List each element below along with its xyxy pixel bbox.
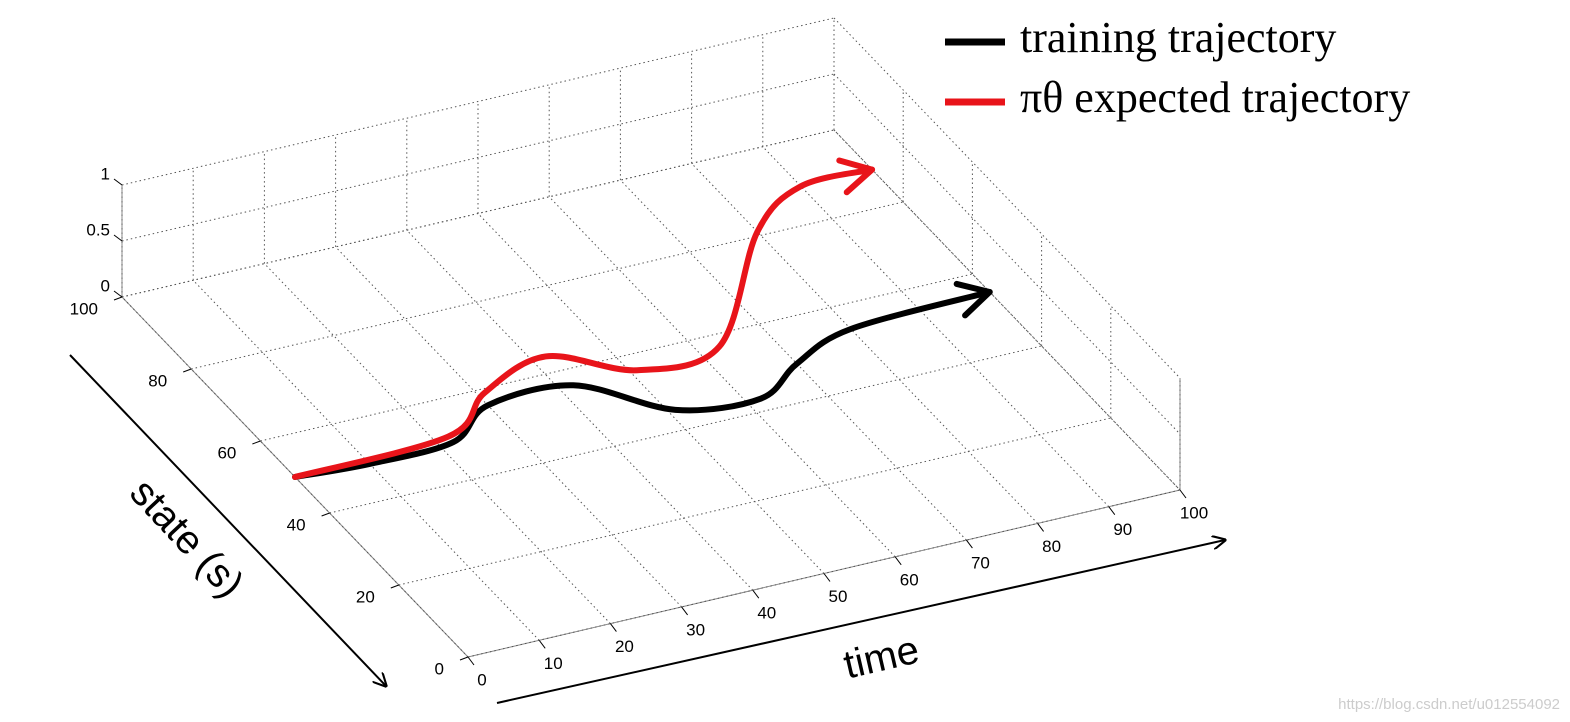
z-tick: [113, 290, 123, 298]
x-tick-label: 0: [477, 670, 486, 689]
x-tick: [467, 656, 475, 666]
y-tick-label: 60: [217, 443, 236, 462]
x-tick: [538, 639, 546, 649]
grid-line: [762, 146, 1110, 508]
y-tick: [183, 368, 192, 373]
trajectory-line: [292, 166, 876, 480]
grid-line: [329, 345, 1042, 514]
x-tick-label: 60: [900, 570, 919, 589]
grid-line: [833, 17, 1181, 379]
x-tick: [1179, 489, 1187, 499]
x-tick: [1108, 506, 1116, 516]
x-tick-label: 50: [829, 587, 848, 606]
x-tick: [966, 539, 973, 549]
x-tick-label: 40: [757, 604, 776, 623]
y-tick: [459, 656, 469, 661]
grid-line: [260, 273, 973, 442]
legend-label: πθ expected trajectory: [1020, 73, 1410, 122]
grid-line: [191, 201, 904, 370]
x-tick: [894, 556, 902, 566]
grid-line: [121, 73, 835, 242]
x-tick: [681, 606, 688, 616]
y-tick: [390, 584, 399, 589]
grid-line: [467, 489, 1181, 658]
y-tick-label: 20: [356, 587, 375, 606]
x-tick: [823, 573, 831, 582]
x-axis-label: time: [840, 628, 924, 688]
z-tick-label: 0.5: [86, 220, 110, 239]
x-tick-label: 10: [544, 654, 563, 673]
x-tick: [752, 589, 760, 599]
y-tick-label: 80: [148, 371, 167, 390]
y-tick-label: 0: [435, 659, 444, 678]
grid-line: [620, 179, 967, 541]
x-tick-label: 20: [615, 637, 634, 656]
arrowhead: [953, 280, 993, 319]
y-tick-label: 40: [287, 515, 306, 534]
y-tick-label: 100: [70, 299, 98, 318]
x-tick: [1037, 523, 1044, 532]
y-tick: [113, 296, 123, 301]
x-tick: [610, 623, 617, 632]
time-arrow: [496, 540, 1225, 704]
z-tick-label: 0: [101, 276, 110, 295]
grid-line: [398, 417, 1111, 586]
x-tick-label: 80: [1042, 537, 1061, 556]
z-tick: [113, 178, 123, 186]
x-tick-label: 30: [686, 620, 705, 639]
z-tick: [113, 234, 123, 242]
z-tick-label: 1: [101, 164, 110, 183]
legend-label: training trajectory: [1020, 13, 1336, 62]
grid-line: [833, 73, 1181, 435]
x-tick-label: 100: [1180, 503, 1208, 522]
x-tick-label: 70: [971, 554, 990, 573]
state-arrow: [69, 354, 386, 686]
y-tick: [252, 440, 261, 445]
grid-line: [121, 17, 835, 186]
x-tick-label: 90: [1113, 520, 1132, 539]
grid-line: [691, 163, 1038, 524]
y-tick: [321, 512, 330, 517]
trajectory-line: [292, 289, 993, 480]
arrowhead: [836, 157, 876, 196]
grid-line: [335, 246, 682, 608]
grid-line: [121, 129, 835, 298]
y-axis-label: state (s): [121, 470, 252, 606]
watermark: https://blog.csdn.net/u012554092: [1338, 696, 1560, 713]
grid-line: [548, 196, 896, 558]
